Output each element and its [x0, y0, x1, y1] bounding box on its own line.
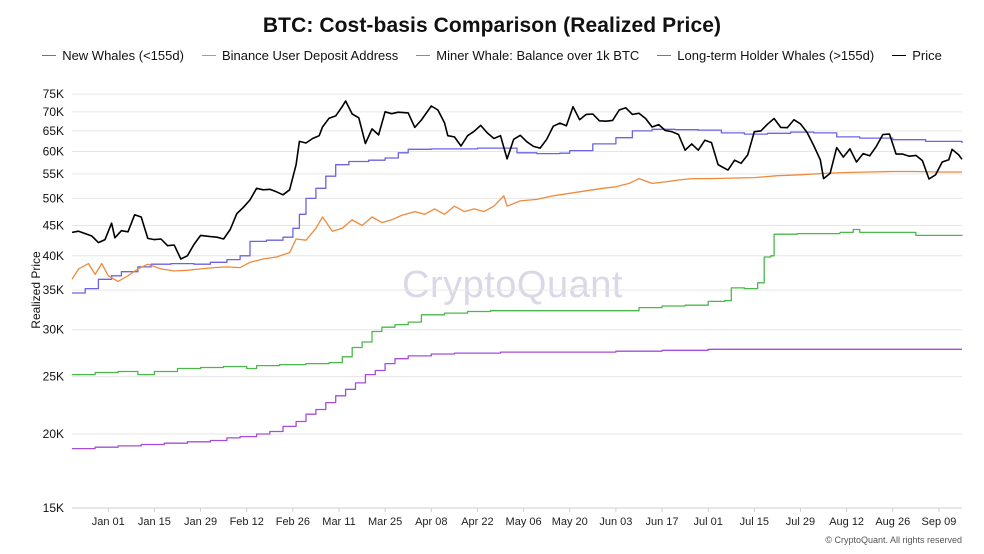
x-tick-label: Mar 25: [368, 516, 402, 528]
copyright-notice: © CryptoQuant. All rights reserved: [825, 535, 962, 545]
x-tick-label: Aug 12: [829, 516, 864, 528]
x-tick-label: Apr 08: [415, 516, 447, 528]
y-tick-label: 70K: [43, 105, 64, 119]
legend-item[interactable]: New Whales (<155d): [42, 48, 184, 63]
x-tick-label: Feb 12: [230, 516, 264, 528]
series-line-0: [72, 128, 963, 294]
legend-swatch: [892, 55, 907, 56]
y-tick-label: 50K: [43, 191, 64, 205]
legend-label: New Whales (<155d): [62, 48, 184, 63]
x-tick-label: May 20: [552, 516, 588, 528]
x-tick-label: Jun 17: [646, 516, 679, 528]
legend-label: Miner Whale: Balance over 1k BTC: [436, 48, 640, 63]
series-line-1: [71, 170, 962, 283]
x-tick-label: May 06: [506, 516, 542, 528]
y-tick-label: 65K: [43, 124, 64, 138]
legend-swatch: [42, 55, 57, 56]
x-tick-label: Jun 03: [599, 516, 632, 528]
x-tick-label: Feb 26: [276, 516, 310, 528]
x-tick-label: Jul 29: [786, 516, 815, 528]
x-tick-label: Apr 22: [461, 516, 493, 528]
x-tick-label: Jan 15: [138, 516, 171, 528]
x-tick-label: Jul 15: [740, 516, 769, 528]
y-tick-label: 25K: [43, 370, 64, 384]
legend-swatch: [416, 55, 431, 56]
legend-item[interactable]: Binance User Deposit Address: [201, 48, 399, 63]
y-tick-label: 40K: [43, 249, 64, 263]
y-tick-label: 55K: [43, 167, 64, 181]
y-tick-label: 30K: [43, 323, 64, 337]
x-tick-label: Jan 01: [92, 516, 125, 528]
legend-swatch: [201, 55, 216, 56]
y-tick-label: 15K: [43, 501, 64, 515]
y-tick-label: 20K: [43, 427, 64, 441]
legend-item[interactable]: Miner Whale: Balance over 1k BTC: [416, 48, 639, 63]
legend-label: Price: [912, 48, 942, 63]
legend-item[interactable]: Price: [892, 48, 942, 63]
x-tick-label: Jan 29: [184, 516, 217, 528]
x-tick-label: Jul 01: [694, 516, 723, 528]
series-line-4: [71, 100, 963, 260]
chart-title: BTC: Cost-basis Comparison (Realized Pri…: [262, 14, 722, 37]
legend-label: Long-term Holder Whales (>155d): [677, 48, 875, 63]
y-tick-label: 75K: [43, 87, 64, 101]
y-tick-label: 35K: [43, 283, 64, 297]
series-line-2: [72, 228, 963, 376]
legend-label: Binance User Deposit Address: [221, 48, 399, 63]
x-tick-label: Mar 11: [322, 516, 355, 528]
series-line-3: [72, 348, 962, 450]
y-tick-label: 60K: [43, 144, 64, 158]
y-tick-label: 45K: [43, 218, 64, 232]
watermark: CryptoQuant: [402, 264, 623, 306]
legend-swatch: [657, 55, 672, 56]
legend: New Whales (<155d) Binance User Deposit A…: [0, 48, 984, 63]
x-tick-label: Sep 09: [921, 516, 956, 528]
x-tick-label: Aug 26: [875, 516, 910, 528]
legend-item[interactable]: Long-term Holder Whales (>155d): [657, 48, 874, 63]
